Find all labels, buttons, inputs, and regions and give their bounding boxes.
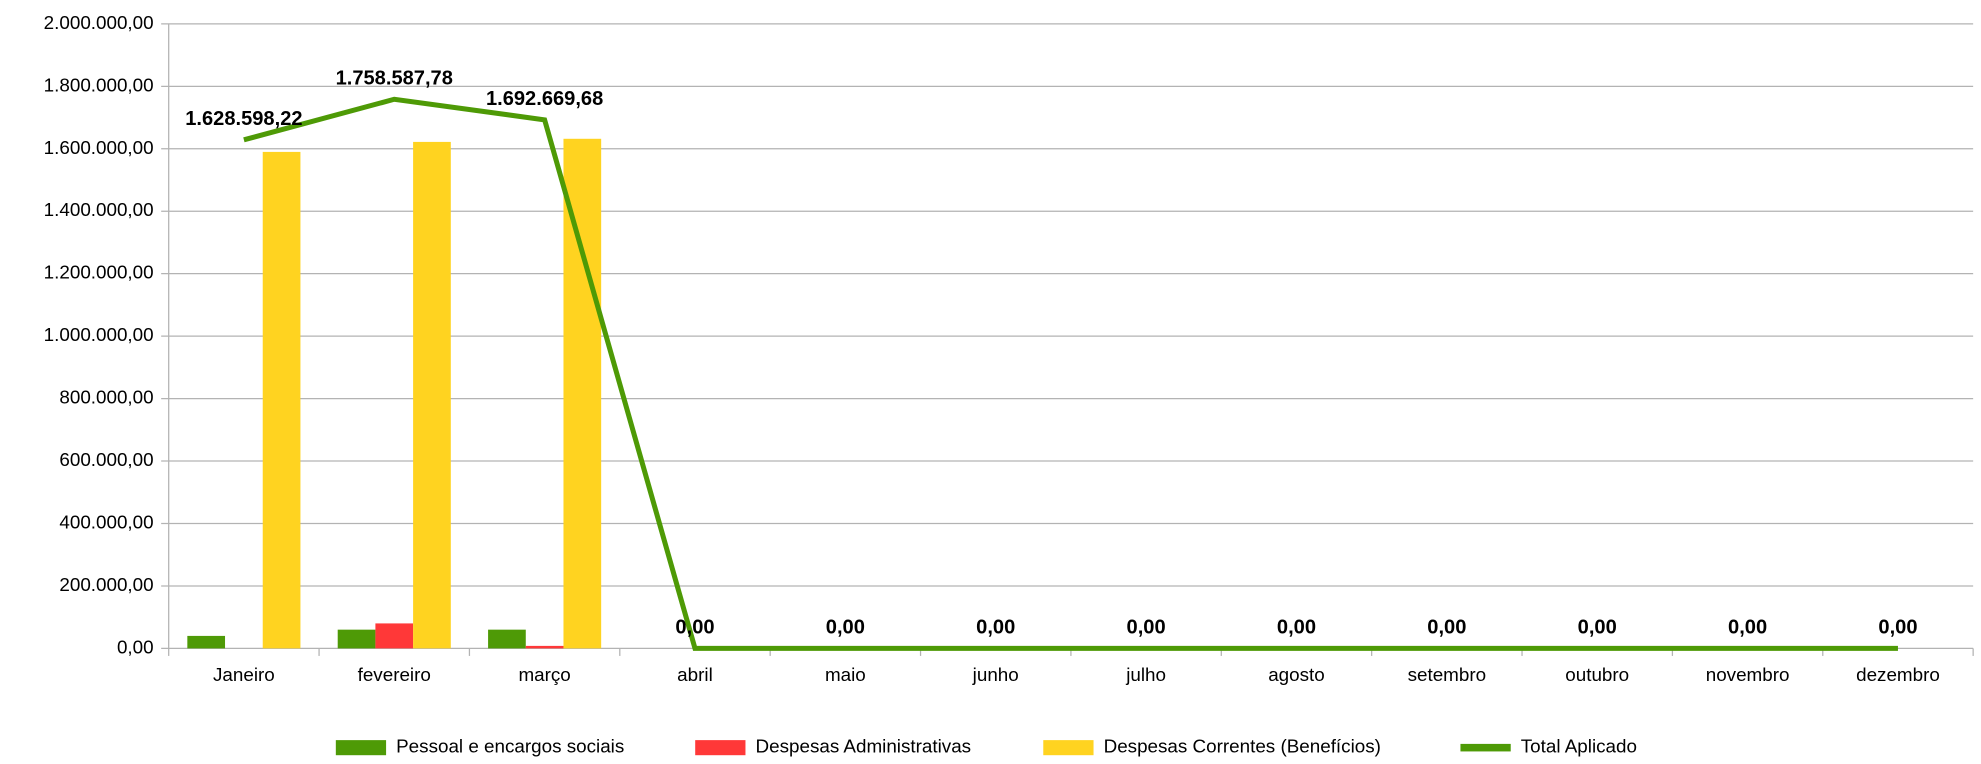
value-label: 0,00 <box>1728 617 1767 639</box>
y-tick-label: 1.400.000,00 <box>44 199 154 220</box>
bar <box>187 635 226 649</box>
x-tick-label: abril <box>677 664 713 685</box>
legend-swatch <box>1460 743 1511 752</box>
bar <box>375 623 414 649</box>
value-label: 1.758.587,78 <box>336 67 453 89</box>
bar <box>337 629 376 649</box>
x-tick-label: julho <box>1125 664 1166 685</box>
x-tick-label: dezembro <box>1856 664 1940 685</box>
legend-label: Total Aplicado <box>1521 736 1637 757</box>
y-tick-label: 1.600.000,00 <box>44 137 154 158</box>
value-label: 0,00 <box>1878 617 1917 639</box>
y-tick-label: 0,00 <box>117 636 154 657</box>
y-tick-label: 400.000,00 <box>59 511 153 532</box>
y-tick-label: 800.000,00 <box>59 387 153 408</box>
bar <box>413 141 451 649</box>
y-tick-label: 200.000,00 <box>59 574 153 595</box>
y-tick-label: 1.200.000,00 <box>44 262 154 283</box>
x-tick-label: março <box>518 664 570 685</box>
y-tick-label: 1.000.000,00 <box>44 324 154 345</box>
value-label: 0,00 <box>826 617 865 639</box>
legend-label: Despesas Correntes (Benefícios) <box>1104 736 1381 757</box>
x-tick-label: agosto <box>1268 664 1325 685</box>
value-label: 0,00 <box>1427 617 1466 639</box>
legend-swatch <box>1043 740 1094 756</box>
y-tick-label: 1.800.000,00 <box>44 74 154 95</box>
value-label: 0,00 <box>1127 617 1166 639</box>
x-tick-label: maio <box>825 664 866 685</box>
value-label: 0,00 <box>675 617 714 639</box>
y-tick-label: 2.000.000,00 <box>44 12 154 33</box>
line <box>243 96 1898 651</box>
legend-swatch <box>695 740 746 756</box>
bar <box>262 151 301 649</box>
x-tick-label: Janeiro <box>213 664 275 685</box>
legend-label: Pessoal e encargos sociais <box>396 736 624 757</box>
legend-label: Despesas Administrativas <box>756 736 972 757</box>
y-tick-label: 600.000,00 <box>59 449 153 470</box>
legend-swatch <box>335 740 387 756</box>
x-tick-label: novembro <box>1706 664 1790 685</box>
value-label: 0,00 <box>1277 617 1316 639</box>
bar <box>563 138 602 649</box>
x-tick-label: junho <box>972 664 1019 685</box>
x-tick-label: outubro <box>1565 664 1629 685</box>
bar <box>525 645 564 649</box>
x-tick-label: fevereiro <box>358 664 431 685</box>
bar <box>488 629 526 649</box>
value-label: 1.628.598,22 <box>185 108 302 130</box>
value-label: 0,00 <box>1578 617 1617 639</box>
value-label: 0,00 <box>976 617 1015 639</box>
x-tick-label: setembro <box>1408 664 1486 685</box>
value-label: 1.692.669,68 <box>486 88 603 110</box>
